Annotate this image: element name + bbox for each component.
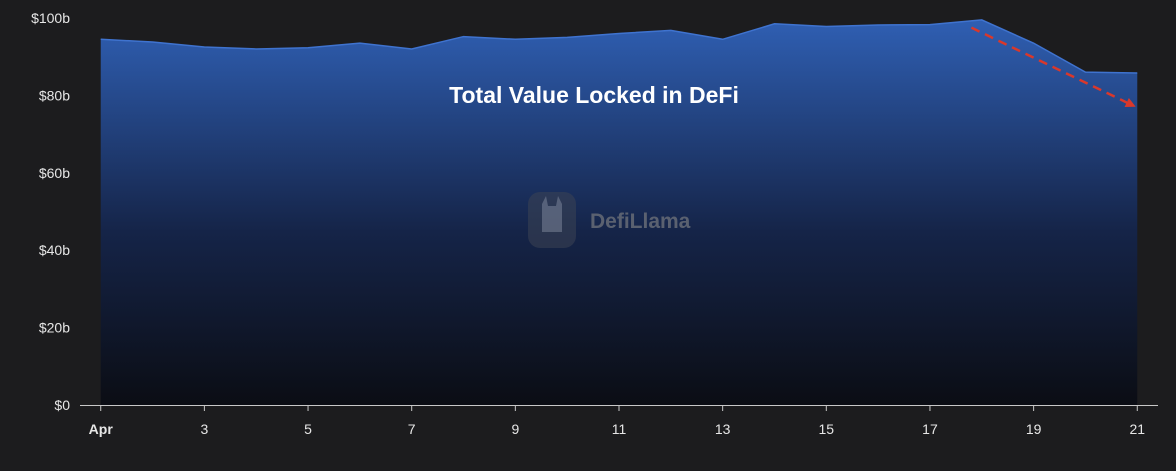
x-tick-label: 7	[408, 421, 416, 437]
x-tick-label: 15	[819, 421, 835, 437]
x-tick-label: 17	[922, 421, 938, 437]
x-tick-label: 13	[715, 421, 731, 437]
watermark-text: DefiLlama	[590, 210, 691, 233]
x-tick-label: 9	[511, 421, 519, 437]
defillama-logo-icon	[528, 192, 576, 248]
x-tick-label: 11	[612, 421, 627, 437]
x-tick-label: 3	[200, 421, 208, 437]
x-tick-label: 21	[1129, 421, 1145, 437]
x-axis: Apr 3 5 7 9 11 13 15 17 19 21	[80, 405, 1158, 437]
x-tick-label: 5	[304, 421, 312, 437]
x-tick-label: Apr	[89, 421, 114, 437]
y-tick-label: $40b	[39, 242, 70, 258]
y-axis: $0 $20b $40b $60b $80b $100b	[31, 10, 70, 413]
chart-title: Total Value Locked in DeFi	[449, 82, 739, 108]
x-tick-label: 19	[1026, 421, 1042, 437]
y-tick-label: $0	[54, 397, 70, 413]
y-tick-label: $60b	[39, 165, 70, 181]
y-tick-label: $20b	[39, 320, 70, 336]
y-tick-label: $80b	[39, 87, 70, 103]
y-tick-label: $100b	[31, 10, 70, 26]
